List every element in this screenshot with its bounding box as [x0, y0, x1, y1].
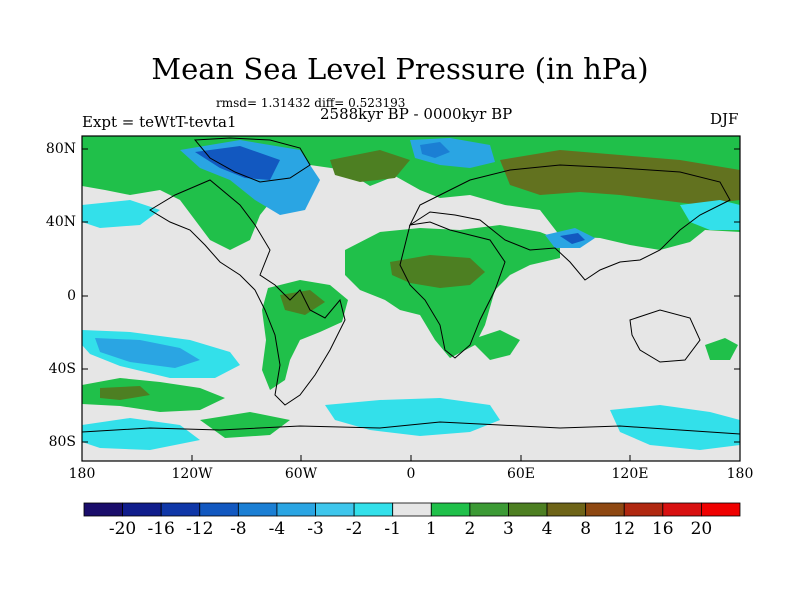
coastlines: [82, 137, 740, 435]
y-tick-80s: 80S: [48, 434, 76, 450]
north-pacific-cyan: [82, 200, 160, 228]
siberia-brown: [500, 150, 740, 205]
period-label: 2588kyr BP - 0000kyr BP: [320, 105, 513, 123]
colorbar-swatch: [199, 502, 239, 517]
colorbar-swatch: [353, 502, 394, 517]
antarctic-cyan: [325, 398, 500, 436]
sahara-brown: [390, 255, 485, 288]
colorbar-swatch: [237, 502, 278, 517]
axis-ticks: [81, 148, 741, 461]
colorbar-label: 16: [651, 519, 674, 539]
colorbar-swatch: [160, 502, 201, 517]
x-tick-0: 0: [406, 466, 416, 482]
colorbar-label: 3: [503, 519, 514, 539]
colorbar-label: 1: [425, 519, 437, 539]
colorbar-swatch: [623, 502, 664, 517]
colorbar-swatch: [83, 502, 123, 517]
colorbar-label: 12: [613, 519, 636, 539]
map-title: Mean Sea Level Pressure (in hPa): [151, 52, 649, 86]
colorbar-label: -3: [307, 519, 324, 539]
stats-line: rmsd= 1.31432 diff= 0.523193: [216, 96, 406, 110]
east-pacific-cyan: [680, 200, 740, 230]
south-america-green: [262, 280, 348, 390]
north-atlantic-brown: [330, 150, 410, 182]
colorbar-swatch: [585, 502, 625, 517]
southern-green-band: [82, 378, 225, 412]
season-label: DJF: [710, 110, 739, 128]
colorbar-swatch: [546, 502, 587, 517]
colorbar-label: -8: [230, 519, 247, 539]
colorbar-label: -20: [108, 519, 137, 539]
south-pacific-blue: [95, 338, 200, 368]
colorbar: [83, 502, 741, 517]
x-tick-60w: 60W: [284, 466, 318, 482]
colorbar-label: 2: [464, 519, 476, 539]
colorbar-label: -12: [186, 519, 214, 539]
map-plot-area: [82, 136, 740, 461]
x-tick-180w: 180: [68, 466, 96, 482]
colorbar-swatch: [508, 502, 548, 517]
colorbar-swatch: [469, 502, 509, 517]
colorbar-label: 8: [580, 519, 592, 539]
colorbar-label: -2: [345, 519, 363, 539]
x-tick-120w: 120W: [171, 466, 213, 482]
x-tick-60e: 60E: [506, 466, 536, 482]
colorbar-swatch: [122, 502, 162, 517]
antarctic-green: [200, 412, 290, 438]
arctic-blue-core: [420, 142, 450, 158]
colorbar-label: -1: [384, 519, 401, 539]
atlantic-africa-green: [345, 225, 560, 358]
tibet-deep-blue: [560, 233, 585, 244]
antarctic-cyan-east: [610, 405, 740, 450]
colorbar-swatch: [430, 502, 471, 517]
antarctic-cyan-west: [82, 418, 200, 450]
y-tick-80n: 80N: [45, 141, 76, 157]
colorbar-label: 4: [541, 519, 553, 539]
colorbar-swatch: [662, 502, 702, 517]
australia-green-patch: [705, 338, 738, 360]
indian-ocean-green: [470, 330, 520, 360]
x-tick-180e: 180: [726, 466, 754, 482]
colorbar-swatch: [392, 502, 432, 517]
south-america-olive: [280, 290, 325, 315]
experiment-label: Expt = teWtT-tevta1: [82, 113, 237, 131]
colorbar-label: -16: [147, 519, 175, 539]
colorbar-label: -4: [268, 519, 286, 539]
colorbar-label: 20: [690, 519, 713, 539]
colorbar-swatch: [276, 502, 316, 517]
x-tick-120e: 120E: [611, 466, 649, 482]
southern-brown-patch: [100, 386, 150, 400]
colorbar-swatch: [701, 502, 741, 517]
y-tick-40s: 40S: [48, 361, 76, 377]
greenland-deep-blue: [195, 146, 280, 180]
y-tick-40n: 40N: [45, 214, 76, 230]
y-tick-0: 0: [67, 288, 76, 304]
colorbar-swatch: [315, 502, 355, 517]
